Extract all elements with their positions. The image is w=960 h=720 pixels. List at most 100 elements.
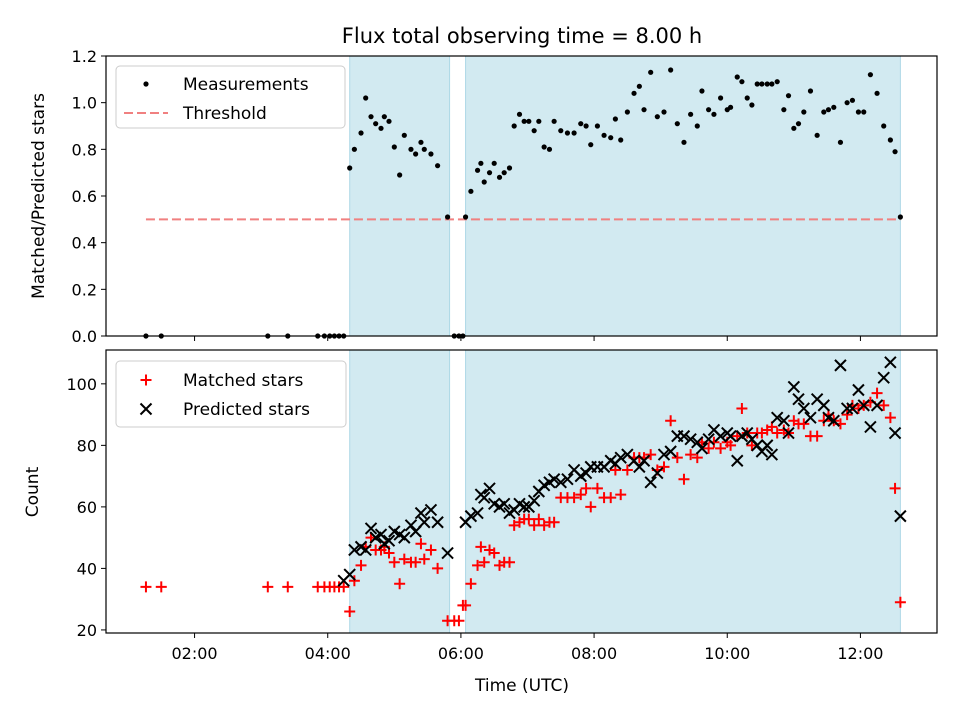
- matched-star-point: [811, 430, 823, 442]
- predicted-star-point: [497, 497, 511, 511]
- bottom-x-axis: 02:00 04:00 06:00 08:00 10:00 12:00: [172, 633, 883, 663]
- matched-star-point: [528, 519, 540, 531]
- measurement-point: [474, 167, 481, 173]
- y-tick-label: 60: [77, 498, 97, 517]
- matched-star-point: [818, 415, 830, 427]
- measurement-point: [373, 121, 379, 127]
- legend-matched-label: Matched stars: [183, 371, 303, 391]
- matched-star-point: [488, 547, 500, 559]
- top-y-axis: 0.0 0.2 0.4 0.6 0.8 1.0 1.2: [72, 47, 106, 346]
- matched-star-point: [736, 402, 748, 414]
- matched-star-point: [841, 409, 853, 421]
- measurement-point: [774, 79, 780, 85]
- measurement-point: [801, 109, 807, 115]
- measurement-point: [739, 79, 745, 85]
- predicted-star-point: [846, 402, 859, 415]
- y-tick-label: 0.8: [72, 140, 97, 159]
- matched-star-point: [615, 489, 627, 501]
- predicted-star-point: [517, 500, 531, 514]
- measurement-point: [608, 135, 614, 141]
- measurement-point: [791, 125, 797, 131]
- top-panel: 0.0 0.2 0.4 0.6 0.8 1.0 1.2 Matched/Predicted …: [29, 47, 938, 346]
- measurement-point: [694, 123, 700, 129]
- matched-star-point: [568, 492, 580, 504]
- measurement-point: [435, 163, 441, 169]
- predicted-star-point: [471, 506, 484, 520]
- measurement-point: [511, 123, 517, 129]
- measurement-point: [807, 88, 814, 94]
- matched-star-point: [282, 581, 294, 593]
- measurement-point: [351, 146, 357, 152]
- y-tick-label: 40: [77, 559, 97, 578]
- measurement-point: [706, 107, 712, 113]
- predicted-star-point: [827, 414, 840, 427]
- predicted-star-point: [724, 429, 737, 443]
- predicted-star-point: [547, 472, 561, 486]
- matched-star-point: [685, 449, 697, 461]
- predicted-star-point: [441, 546, 454, 560]
- measurement-point: [531, 128, 537, 134]
- matched-star-point: [575, 489, 587, 501]
- measurement-point: [648, 69, 654, 75]
- measurement-point: [641, 107, 647, 113]
- predicted-star-point: [359, 543, 372, 557]
- measurement-point: [546, 146, 553, 152]
- predicted-star-point: [657, 448, 671, 461]
- measurement-point: [849, 97, 856, 103]
- matched-star-point: [472, 559, 484, 571]
- legend-predicted-marker: [139, 402, 153, 416]
- measurement-point: [897, 214, 903, 220]
- predicted-star-point: [664, 445, 677, 458]
- y-tick-label: 1.2: [72, 47, 97, 66]
- shaded-band-1: [349, 349, 451, 634]
- predicted-star-point: [483, 482, 496, 495]
- measurement-point: [618, 137, 624, 143]
- matched-star-point: [475, 541, 487, 553]
- predicted-star-point: [644, 476, 657, 489]
- predicted-star-point: [864, 420, 877, 434]
- measurement-point: [462, 214, 469, 220]
- matched-star-point: [453, 615, 465, 627]
- predicted-star-point: [633, 460, 646, 474]
- measurement-point: [887, 137, 893, 143]
- matched-star-point: [465, 578, 477, 590]
- measurement-point: [381, 114, 387, 120]
- predicted-star-point: [414, 506, 428, 520]
- measurement-point: [681, 139, 687, 145]
- predicted-star-point: [804, 411, 817, 424]
- measurement-point: [481, 179, 487, 185]
- predicted-star-point: [760, 439, 774, 452]
- measurement-point: [564, 130, 571, 136]
- bottom-legend: Matched stars Predicted stars: [115, 360, 347, 428]
- legend-predicted-label: Predicted stars: [183, 400, 310, 420]
- matched-star-point: [871, 387, 883, 399]
- measurement-point: [764, 81, 770, 87]
- measurement-point: [674, 121, 680, 127]
- measurement-point: [378, 125, 384, 131]
- measurement-point: [636, 83, 642, 89]
- matched-star-point: [418, 553, 430, 565]
- bottom-x-axis-label: Time (UTC): [474, 676, 569, 696]
- measurement-point: [785, 93, 792, 99]
- x-tick-label: 06:00: [438, 644, 484, 663]
- measurement-point: [861, 109, 867, 115]
- predicted-star-point: [877, 371, 890, 384]
- predicted-star-point: [731, 454, 744, 467]
- x-tick-label: 12:00: [837, 644, 883, 663]
- measurement-point: [588, 142, 594, 148]
- predicted-star-point: [888, 426, 902, 440]
- predicted-star-point: [404, 519, 418, 532]
- matched-star-point: [140, 581, 152, 593]
- bottom-axes-frame: [105, 349, 938, 634]
- measurement-point: [526, 118, 532, 124]
- y-tick-label: 0.0: [72, 327, 97, 346]
- measurement-point: [814, 132, 820, 138]
- measurement-point: [578, 121, 584, 127]
- matched-star-point: [523, 513, 535, 525]
- measurement-point: [468, 188, 474, 194]
- predicted-star-point: [348, 543, 361, 557]
- measurement-point: [668, 67, 674, 73]
- matched-star-point: [658, 461, 670, 473]
- predicted-star-point: [374, 528, 388, 541]
